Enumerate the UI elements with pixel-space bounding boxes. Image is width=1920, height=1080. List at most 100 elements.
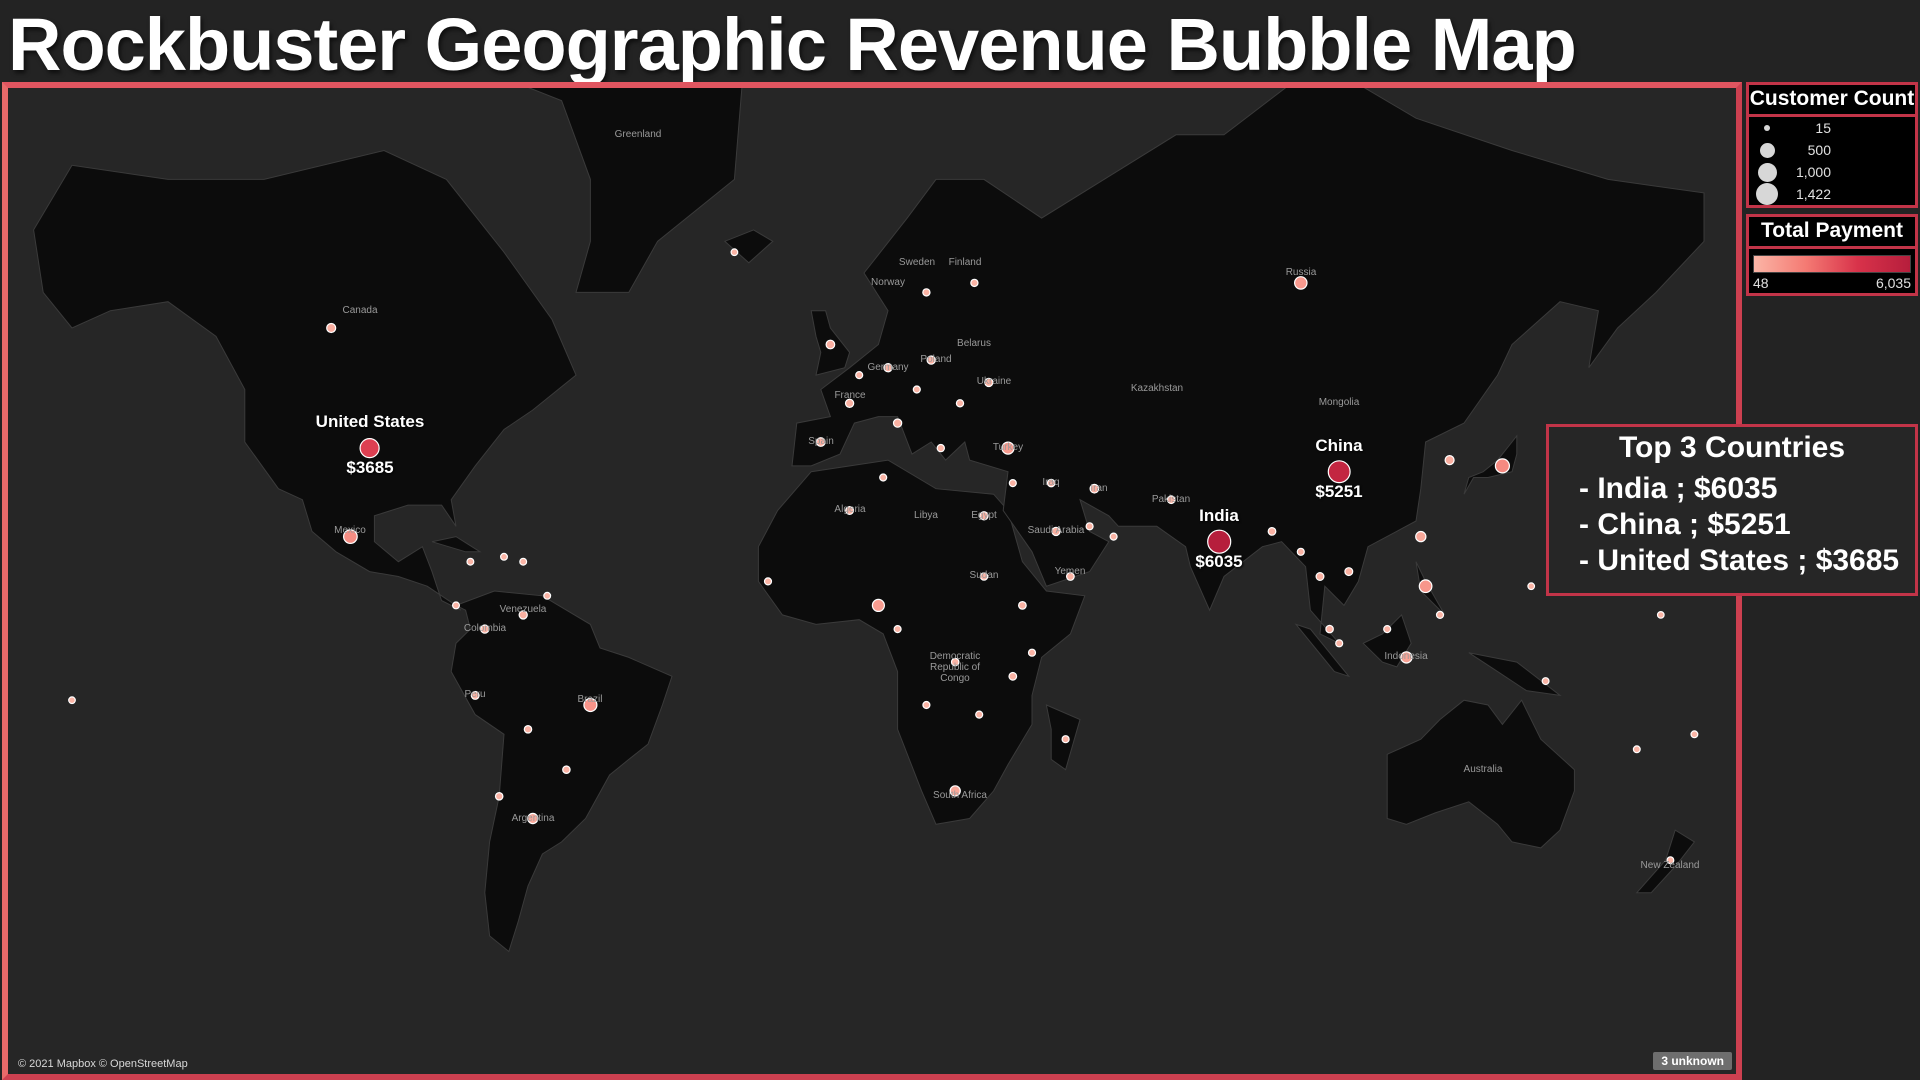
country-bubble[interactable] [518,610,528,620]
country-bubble[interactable] [883,363,893,373]
country-bubble[interactable] [845,506,855,516]
country-bubble[interactable] [1541,677,1550,686]
bubble-value-label: $6035 [1195,552,1243,571]
country-bubble[interactable] [1315,572,1325,582]
country-bubble[interactable] [912,385,921,394]
country-bubble[interactable] [1444,455,1455,466]
country-bubble[interactable] [1267,527,1277,536]
country-label: Venezuela [499,604,547,615]
country-bubble[interactable] [1061,735,1070,744]
country-bubble[interactable] [984,377,994,388]
land-layer [33,88,1705,953]
country-bubble[interactable] [1327,460,1351,484]
country-bubble[interactable] [763,577,773,586]
country-bubble[interactable] [1666,856,1675,865]
country-bubble[interactable] [1294,276,1308,290]
map-attribution[interactable]: © 2021 Mapbox © OpenStreetMap [18,1058,188,1070]
country-bubble[interactable] [955,399,965,408]
country-bubble[interactable] [979,511,989,521]
country-bubble[interactable] [68,696,76,705]
country-label: Algeria [834,504,866,515]
country-bubble[interactable] [1325,624,1334,634]
country-bubble[interactable] [975,710,984,719]
landmass-borneo [1362,613,1412,668]
country-bubble[interactable] [480,624,490,634]
country-bubble[interactable] [1008,671,1018,681]
size-legend-dot-cell [1749,162,1785,182]
country-bubble[interactable] [343,529,358,545]
country-bubble[interactable] [1207,529,1232,554]
country-bubble[interactable] [825,339,836,350]
country-bubble[interactable] [1335,639,1344,648]
country-bubble[interactable] [922,288,931,297]
country-bubble[interactable] [523,724,533,734]
country-bubble[interactable] [1296,547,1305,556]
country-label: Ukraine [976,376,1012,387]
country-bubble[interactable] [494,791,504,801]
country-bubble[interactable] [815,437,826,447]
country-bubble[interactable] [871,598,886,613]
country-label: Saudi Arabia [1027,525,1085,536]
country-bubble[interactable] [893,624,902,634]
country-bubble[interactable] [855,371,864,380]
country-bubble[interactable] [970,278,979,288]
country-bubble[interactable] [1383,624,1392,634]
country-bubble[interactable] [1001,441,1015,455]
country-bubble[interactable] [326,322,337,334]
country-bubble[interactable] [1656,611,1665,619]
country-bubble[interactable] [527,812,539,825]
country-bubble[interactable] [1435,610,1445,620]
country-bubble[interactable] [1085,522,1094,531]
landmass-cuba [431,536,482,553]
country-bubble[interactable] [500,552,509,561]
country-bubble[interactable] [1690,730,1699,739]
country-bubble[interactable] [1018,601,1027,610]
country-bubble[interactable] [359,438,380,459]
country-bubble[interactable] [1418,579,1433,594]
country-bubble[interactable] [1046,478,1056,488]
country-label: Belarus [957,338,991,349]
country-label: South Africa [933,790,987,801]
country-bubble[interactable] [1065,572,1075,581]
country-bubble[interactable] [949,785,961,797]
country-bubble[interactable] [583,697,598,713]
country-bubble[interactable] [950,657,960,667]
country-bubble[interactable] [1109,532,1118,541]
country-label: Germany [867,362,909,373]
top3-item: - United States ; $3685 [1579,544,1900,577]
size-legend-label: 15 [1815,120,1831,136]
country-bubble[interactable] [1051,526,1061,537]
map-frame[interactable]: Greenland Canada Sweden Finland Norway Russia… [2,82,1742,1080]
country-bubble[interactable] [1527,582,1536,591]
country-bubble[interactable] [1027,648,1037,657]
country-bubble[interactable] [1400,651,1413,664]
country-bubble[interactable] [1632,745,1641,754]
country-bubble[interactable] [470,690,480,700]
country-bubble[interactable] [844,398,855,408]
country-bubble[interactable] [452,601,461,610]
country-bubble[interactable] [922,700,931,710]
gradient-min-label: 48 [1753,275,1769,291]
country-bubble[interactable] [466,557,475,566]
country-bubble[interactable] [892,418,903,428]
country-bubble[interactable] [519,557,528,566]
color-gradient-bar [1753,255,1911,273]
country-bubble[interactable] [543,591,552,600]
country-bubble[interactable] [730,248,739,257]
world-map[interactable] [8,88,1736,1074]
country-label: Sudan [969,570,999,581]
top3-title: Top 3 Countries [1618,431,1846,464]
country-bubble[interactable] [1415,530,1427,543]
country-bubble[interactable] [979,572,989,581]
size-legend-dot-cell [1749,183,1785,205]
country-bubble[interactable] [1494,458,1511,474]
country-bubble[interactable] [1089,483,1100,494]
country-bubble[interactable] [562,765,571,775]
country-bubble[interactable] [926,355,936,365]
country-bubble[interactable] [936,443,946,453]
unknown-locations-badge[interactable]: 3 unknown [1653,1052,1732,1070]
country-bubble[interactable] [1008,479,1017,488]
country-bubble[interactable] [879,473,888,482]
country-bubble[interactable] [1166,495,1176,505]
country-bubble[interactable] [1344,567,1354,577]
